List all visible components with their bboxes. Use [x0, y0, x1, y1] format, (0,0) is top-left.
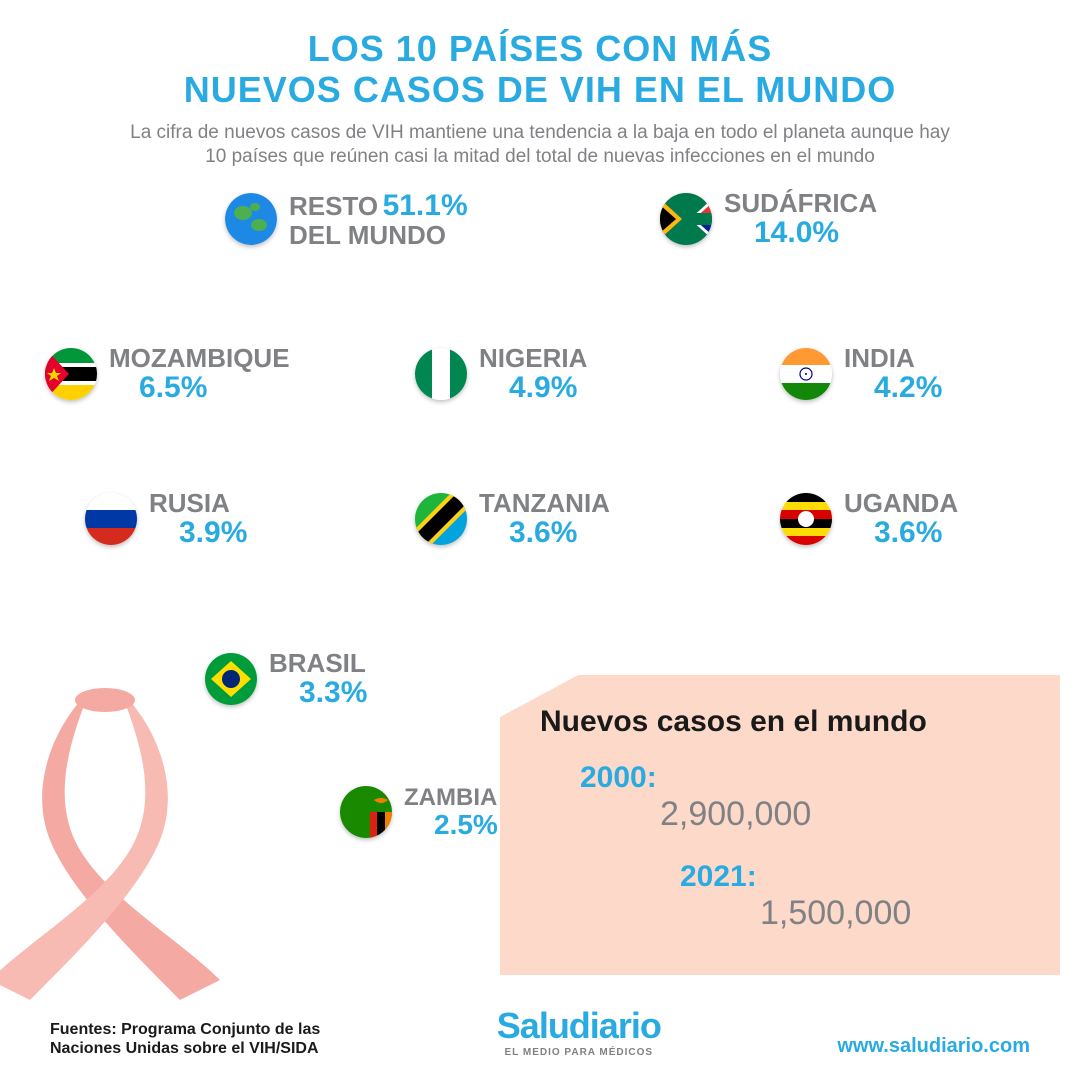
- box-title: Nuevos casos en el mundo: [540, 705, 1020, 739]
- flag-in-icon: [780, 348, 832, 400]
- box-year-2: 2021:: [680, 860, 757, 893]
- flag-ng-icon: [415, 348, 467, 400]
- awareness-ribbon-icon: [0, 680, 240, 1000]
- flag-world-icon: [225, 193, 277, 245]
- country-ru: RUSIA 3.9%: [85, 490, 247, 549]
- country-zm: ZAMBIA 2.5%: [340, 785, 498, 840]
- website-url: www.saludiario.com: [837, 1035, 1030, 1058]
- flag-mz-icon: [45, 348, 97, 400]
- box-year-1: 2000:: [580, 761, 657, 794]
- source-line-1: Fuentes: Programa Conjunto de las: [50, 1020, 320, 1039]
- logo: Saludiario EL MEDIO PARA MÉDICOS: [497, 1005, 661, 1058]
- flag-zm-icon: [340, 786, 392, 838]
- logo-text: Saludiario: [497, 1005, 661, 1047]
- footer: Fuentes: Programa Conjunto de las Nacion…: [0, 1005, 1080, 1058]
- country-za: SUDÁFRICA 14.0%: [660, 190, 877, 249]
- subtitle: La cifra de nuevos casos de VIH mantiene…: [0, 121, 1080, 170]
- world-cases-box: Nuevos casos en el mundo 2000: 2,900,000…: [500, 675, 1060, 975]
- title-line-2: NUEVOS CASOS DE VIH EN EL MUNDO: [0, 69, 1080, 110]
- flag-ru-icon: [85, 493, 137, 545]
- subtitle-line-2: 10 países que reúnen casi la mitad del t…: [80, 145, 1000, 170]
- source-text: Fuentes: Programa Conjunto de las Nacion…: [50, 1020, 320, 1058]
- box-num-2: 1,500,000: [760, 894, 911, 932]
- title-line-1: LOS 10 PAÍSES CON MÁS: [0, 28, 1080, 69]
- country-in: INDIA 4.2%: [780, 345, 942, 404]
- flag-tz-icon: [415, 493, 467, 545]
- country-world: RESTO 51.1% DEL MUNDO: [225, 190, 468, 249]
- country-mz: MOZAMBIQUE 6.5%: [45, 345, 290, 404]
- flag-ug-icon: [780, 493, 832, 545]
- subtitle-line-1: La cifra de nuevos casos de VIH mantiene…: [80, 121, 1000, 146]
- logo-subtitle: EL MEDIO PARA MÉDICOS: [497, 1047, 661, 1058]
- country-ng: NIGERIA 4.9%: [415, 345, 587, 404]
- page-title: LOS 10 PAÍSES CON MÁS NUEVOS CASOS DE VI…: [0, 0, 1080, 111]
- flag-za-icon: [660, 193, 712, 245]
- source-line-2: Naciones Unidas sobre el VIH/SIDA: [50, 1039, 320, 1058]
- country-tz: TANZANIA 3.6%: [415, 490, 610, 549]
- country-ug: UGANDA 3.6%: [780, 490, 958, 549]
- box-num-1: 2,900,000: [660, 795, 811, 833]
